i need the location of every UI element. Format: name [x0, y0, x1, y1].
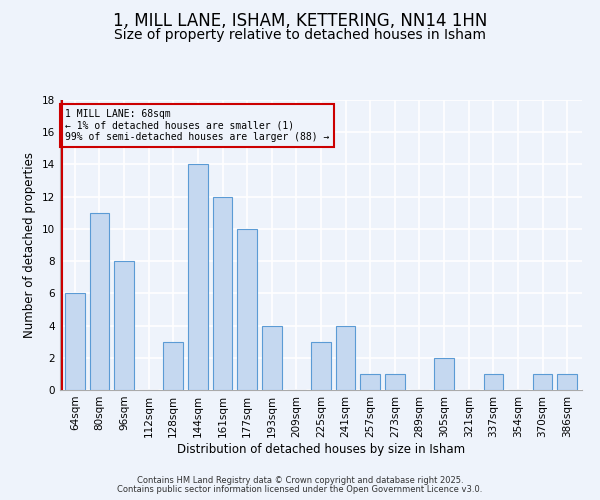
- Bar: [89, 213, 109, 390]
- Bar: [434, 358, 454, 390]
- Bar: [188, 164, 208, 390]
- Text: Contains HM Land Registry data © Crown copyright and database right 2025.: Contains HM Land Registry data © Crown c…: [137, 476, 463, 485]
- Bar: [237, 229, 257, 390]
- Bar: [212, 196, 232, 390]
- Text: Contains public sector information licensed under the Open Government Licence v3: Contains public sector information licen…: [118, 485, 482, 494]
- Bar: [65, 294, 85, 390]
- Bar: [484, 374, 503, 390]
- Bar: [557, 374, 577, 390]
- Bar: [361, 374, 380, 390]
- Bar: [114, 261, 134, 390]
- Bar: [385, 374, 405, 390]
- Text: 1, MILL LANE, ISHAM, KETTERING, NN14 1HN: 1, MILL LANE, ISHAM, KETTERING, NN14 1HN: [113, 12, 487, 30]
- X-axis label: Distribution of detached houses by size in Isham: Distribution of detached houses by size …: [177, 442, 465, 456]
- Bar: [311, 342, 331, 390]
- Bar: [163, 342, 183, 390]
- Bar: [533, 374, 553, 390]
- Bar: [336, 326, 355, 390]
- Text: Size of property relative to detached houses in Isham: Size of property relative to detached ho…: [114, 28, 486, 42]
- Bar: [262, 326, 281, 390]
- Text: 1 MILL LANE: 68sqm
← 1% of detached houses are smaller (1)
99% of semi-detached : 1 MILL LANE: 68sqm ← 1% of detached hous…: [65, 108, 329, 142]
- Y-axis label: Number of detached properties: Number of detached properties: [23, 152, 37, 338]
